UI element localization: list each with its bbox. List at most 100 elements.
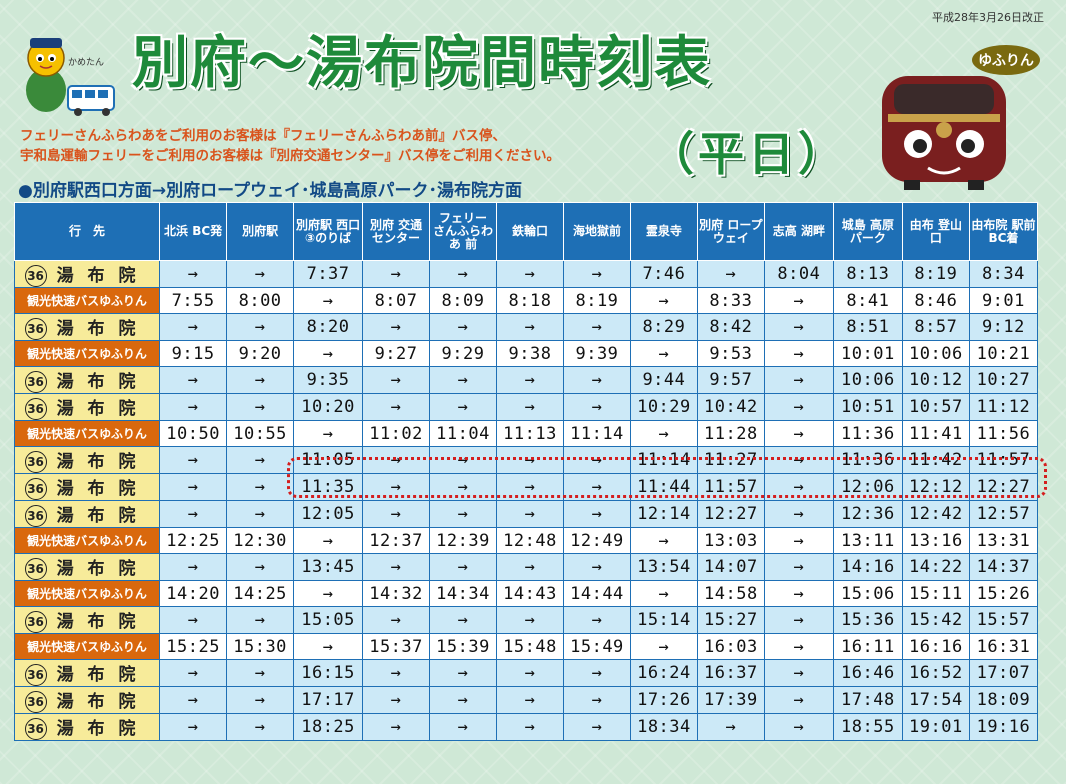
destination-cell: 観光快速バスゆふりん [13,420,161,447]
time-cell: 17:48 [832,686,903,714]
time-cell: 17:17 [293,686,364,714]
time-cell: 17:54 [901,686,970,714]
table-row: 36 湯布院 → → 10:20 → → → → 10:29 10:42 → 10:51 10:57 11:… [13,393,1039,421]
route-number-badge: 36 [24,558,47,580]
page-title: 別府～湯布院間時刻表 [132,31,712,96]
time-cell: → [562,713,631,741]
destination-cell: 36 湯布院 [13,313,161,341]
timetable-body: 36 湯布院 → → 7:37 → → → → 7:46 → 8:04 8:13 8:19 8:34 観光快速… [13,260,1039,741]
time-cell: → [226,686,295,714]
time-cell: 10:29 [629,393,698,421]
time-cell: → [293,527,364,554]
time-cell: → [226,393,295,421]
destination-cell: 観光快速バスゆふりん [13,287,161,314]
time-cell: 10:55 [226,420,295,447]
time-cell: 17:26 [629,686,698,714]
column-header-stop: 由布院 駅前 BC着 [968,202,1039,261]
time-cell: → [496,313,564,341]
table-row: 36 湯布院 → → 11:35 → → → → 11:44 11:57 → 12:06 12:12 12:… [13,473,1039,501]
destination-cell: 36 湯布院 [13,500,161,528]
time-cell: 18:25 [293,713,364,741]
time-cell: 18:55 [832,713,903,741]
time-cell: → [763,340,834,367]
time-cell: → [429,366,497,394]
table-row: 観光快速バスゆふりん 12:25 12:30 → 12:37 12:39 12:48 12:4… [13,527,1039,554]
time-cell: 11:14 [562,420,631,447]
route-number-badge: 36 [24,691,47,713]
time-cell: 12:39 [429,527,497,554]
time-cell: 9:20 [226,340,295,367]
yufurin-bus-icon [882,76,1006,190]
table-row: 36 湯布院 → → 18:25 → → → → 18:34 → → 18:55 19:01 19:16 [13,713,1039,741]
time-cell: → [362,686,431,714]
time-cell: → [159,473,228,501]
time-cell: → [429,260,497,288]
table-row: 観光快速バスゆふりん 14:20 14:25 → 14:32 14:34 14:43 14:4… [13,580,1039,607]
time-cell: 12:49 [562,527,631,554]
time-cell: 16:46 [832,659,903,687]
table-row: 観光快速バスゆふりん 10:50 10:55 → 11:02 11:04 11:13 11:1… [13,420,1039,447]
time-cell: 10:01 [832,340,903,367]
table-row: 観光快速バスゆふりん 15:25 15:30 → 15:37 15:39 15:48 15:4… [13,633,1039,660]
time-cell: 16:24 [629,659,698,687]
time-cell: → [362,500,431,528]
time-cell: → [159,446,228,474]
time-cell: → [362,260,431,288]
time-cell: 13:03 [696,527,765,554]
time-cell: 8:09 [429,287,497,314]
time-cell: 15:39 [429,633,497,660]
destination-cell: 観光快速バスゆふりん [13,527,161,554]
time-cell: → [429,313,497,341]
time-cell: → [226,659,295,687]
time-cell: 11:27 [696,446,765,474]
destination-cell: 36 湯布院 [13,446,161,474]
time-cell: → [226,313,295,341]
time-cell: 11:02 [362,420,431,447]
time-cell: → [629,287,698,314]
time-cell: 7:55 [159,287,228,314]
time-cell: 15:49 [562,633,631,660]
time-cell: 15:14 [629,606,698,634]
time-cell: 8:42 [696,313,765,341]
time-cell: 16:03 [696,633,765,660]
table-row: 36 湯布院 → → 9:35 → → → → 9:44 9:57 → 10:06 10:12 10:27 [13,366,1039,394]
route-number-badge: 36 [24,505,47,527]
time-cell: → [562,260,631,288]
time-cell: → [562,393,631,421]
time-cell: 10:27 [968,366,1039,394]
time-cell: 15:26 [968,580,1039,607]
time-cell: 9:53 [696,340,765,367]
time-cell: 9:35 [293,366,364,394]
route-number-badge: 36 [24,318,47,340]
destination-name: 湯布院 [56,452,150,472]
time-cell: → [226,366,295,394]
time-cell: 7:46 [629,260,698,288]
time-cell: → [629,633,698,660]
notice-line: フェリーさんふらわあをご利用のお客様は『フェリーさんふらわあ前』バス停、 [20,128,506,144]
destination-name: 湯布院 [56,479,150,499]
time-cell: 12:27 [696,500,765,528]
time-cell: → [226,500,295,528]
time-cell: 16:16 [901,633,970,660]
time-cell: 18:09 [968,686,1039,714]
time-cell: 16:52 [901,659,970,687]
time-cell: 9:29 [429,340,497,367]
destination-cell: 観光快速バスゆふりん [13,633,161,660]
table-row: 36 湯布院 → → 11:05 → → → → 11:14 11:27 → 11:36 11:42 11:… [13,446,1039,474]
column-header-stop: 志高 湖畔 [763,202,834,261]
time-cell: → [362,366,431,394]
column-header-destination: 行 先 [13,202,161,261]
time-cell: 12:25 [159,527,228,554]
time-cell: 9:39 [562,340,631,367]
time-cell: 14:07 [696,553,765,581]
time-cell: → [763,366,834,394]
time-cell: → [429,473,497,501]
time-cell: → [629,420,698,447]
time-cell: → [763,473,834,501]
time-cell: → [159,260,228,288]
time-cell: → [562,686,631,714]
time-cell: 15:05 [293,606,364,634]
time-cell: → [429,659,497,687]
destination-name: 観光快速バスゆふりん [27,427,147,441]
time-cell: → [562,500,631,528]
